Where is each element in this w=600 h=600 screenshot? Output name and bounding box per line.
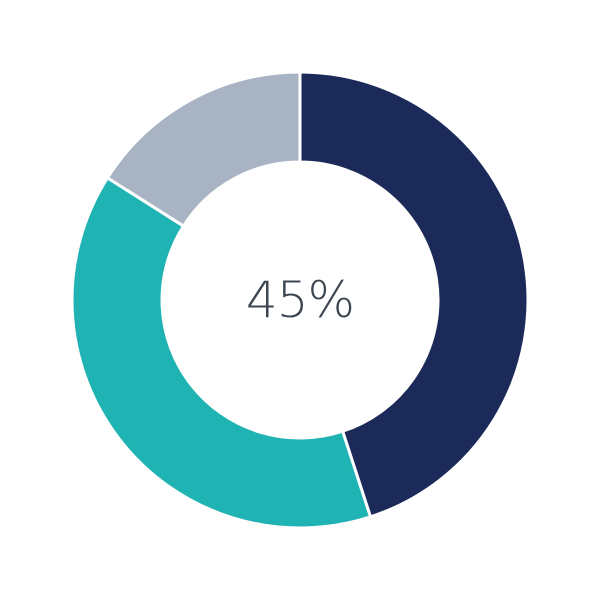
donut-slice-1 [298,70,530,519]
donut-slice-2 [70,175,373,530]
donut-slice-3 [105,70,302,229]
